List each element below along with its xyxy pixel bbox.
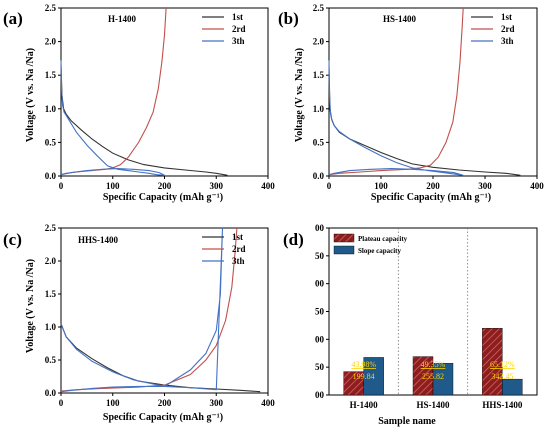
series-line (60, 65, 228, 176)
x-tick-label: 100 (374, 181, 388, 191)
legend-label: 2rd (501, 24, 515, 34)
panel-label: (b) (278, 9, 299, 28)
bar-total-label: 255.82 (422, 372, 444, 381)
legend-label: 2rd (232, 24, 246, 34)
x-tick-label: 400 (530, 181, 544, 191)
y-tick-label: 0.5 (45, 137, 57, 147)
legend-swatch (333, 233, 355, 243)
panel-label: (c) (3, 230, 22, 249)
y-axis-label: Voltage (V vs. Na /Na) (25, 48, 36, 142)
y-axis-label: Voltage (V vs. Na /Na) (25, 259, 36, 353)
y-tick-label: 50 (315, 307, 325, 317)
x-tick-label: HS-1400 (416, 400, 450, 410)
y-axis-label: Voltage (V vs. Na /Na) (294, 48, 305, 142)
x-axis-label: Specific Capacity (mAh g⁻¹) (103, 192, 223, 203)
series-line (328, 60, 464, 176)
y-tick-label: 1.5 (45, 70, 57, 80)
y-tick-label: 50 (315, 362, 325, 372)
bar-percent-label: 49.35% (421, 360, 446, 369)
bar (432, 363, 454, 396)
legend-label: 1st (232, 12, 243, 22)
y-tick-label: 00 (315, 223, 325, 233)
bar (363, 357, 384, 396)
panel-d: (d) Sample name 00 50 00 50 00 50 00 H-1400 43.9… (283, 223, 538, 427)
series-line (60, 227, 224, 393)
panel-a: (a) H-1400 Specific Capacity (mAh g⁻¹) V… (3, 3, 275, 203)
x-tick-label: 200 (158, 181, 172, 191)
series-line (60, 227, 238, 392)
panel-label: (d) (283, 230, 304, 249)
y-tick-label: 50 (315, 251, 325, 261)
series-line (60, 323, 261, 393)
x-tick-label: 200 (158, 398, 172, 408)
y-tick-label: 2.0 (313, 37, 325, 47)
y-tick-label: 1.0 (45, 322, 57, 332)
x-axis-label: Specific Capacity (mAh g⁻¹) (103, 412, 223, 423)
bar-percent-label: 43.98% (351, 360, 376, 369)
y-tick-label: 0.0 (45, 171, 57, 181)
y-tick-label: 1.0 (313, 104, 325, 114)
y-tick-label: 2.0 (45, 37, 57, 47)
legend-label: 1st (232, 232, 243, 242)
panel-title: HHS-1400 (78, 235, 119, 245)
bar (482, 328, 503, 396)
x-tick-label: 200 (426, 181, 440, 191)
legend-label: 3th (501, 36, 514, 46)
bar-total-label: 199.84 (353, 372, 375, 381)
x-tick-label: 0 (59, 181, 64, 191)
panel-c: (c) HHS-1400 Specific Capacity (mAh g⁻¹)… (3, 223, 275, 423)
series-line (328, 7, 464, 176)
panel-title: HS-1400 (383, 14, 417, 24)
y-tick-label: 1.0 (45, 104, 57, 114)
x-axis-label: Sample name (378, 416, 436, 427)
y-tick-label: 00 (315, 334, 325, 344)
panel-title: H-1400 (108, 14, 136, 24)
series-line (328, 68, 521, 176)
bar-total-label: 342.45 (491, 372, 513, 381)
y-tick-label: 0.5 (313, 137, 325, 147)
series-line (60, 7, 167, 176)
panel-b: (b) HS-1400 Specific Capacity (mAh g⁻¹) … (278, 3, 544, 203)
y-tick-label: 0.0 (45, 388, 57, 398)
y-tick-label: 2.5 (45, 223, 57, 233)
x-tick-label: 100 (106, 398, 120, 408)
panel-label: (a) (3, 9, 23, 28)
legend-label: 3th (232, 36, 245, 46)
legend-label: 2rd (232, 244, 246, 254)
x-tick-label: 100 (106, 181, 120, 191)
y-tick-label: 00 (315, 390, 325, 400)
x-tick-label: 300 (210, 398, 224, 408)
x-tick-label: H-1400 (350, 400, 378, 410)
y-tick-label: 0.5 (45, 355, 57, 365)
y-tick-label: 2.5 (45, 3, 57, 13)
legend-label: 3th (232, 256, 245, 266)
y-tick-label: 2.0 (45, 256, 57, 266)
x-axis-label: Specific Capacity (mAh g⁻¹) (371, 192, 491, 203)
x-tick-label: 300 (478, 181, 492, 191)
y-tick-label: 1.5 (313, 70, 325, 80)
y-tick-label: 00 (315, 279, 325, 289)
y-tick-label: 2.5 (313, 3, 325, 13)
bar (502, 378, 523, 396)
x-tick-label: HHS-1400 (482, 400, 523, 410)
legend-label: Slope capacity (358, 247, 401, 255)
legend-swatch (333, 245, 355, 255)
y-tick-label: 1.5 (45, 289, 57, 299)
x-tick-label: 0 (327, 181, 332, 191)
x-tick-label: 400 (261, 398, 275, 408)
legend-label: Plateau capacity (358, 235, 408, 243)
x-tick-label: 300 (210, 181, 224, 191)
y-tick-label: 0.0 (313, 171, 325, 181)
bar-percent-label: 65.12% (490, 360, 515, 369)
series-line (60, 60, 165, 176)
x-tick-label: 0 (59, 398, 64, 408)
x-tick-label: 400 (261, 181, 275, 191)
legend-label: 1st (501, 12, 512, 22)
